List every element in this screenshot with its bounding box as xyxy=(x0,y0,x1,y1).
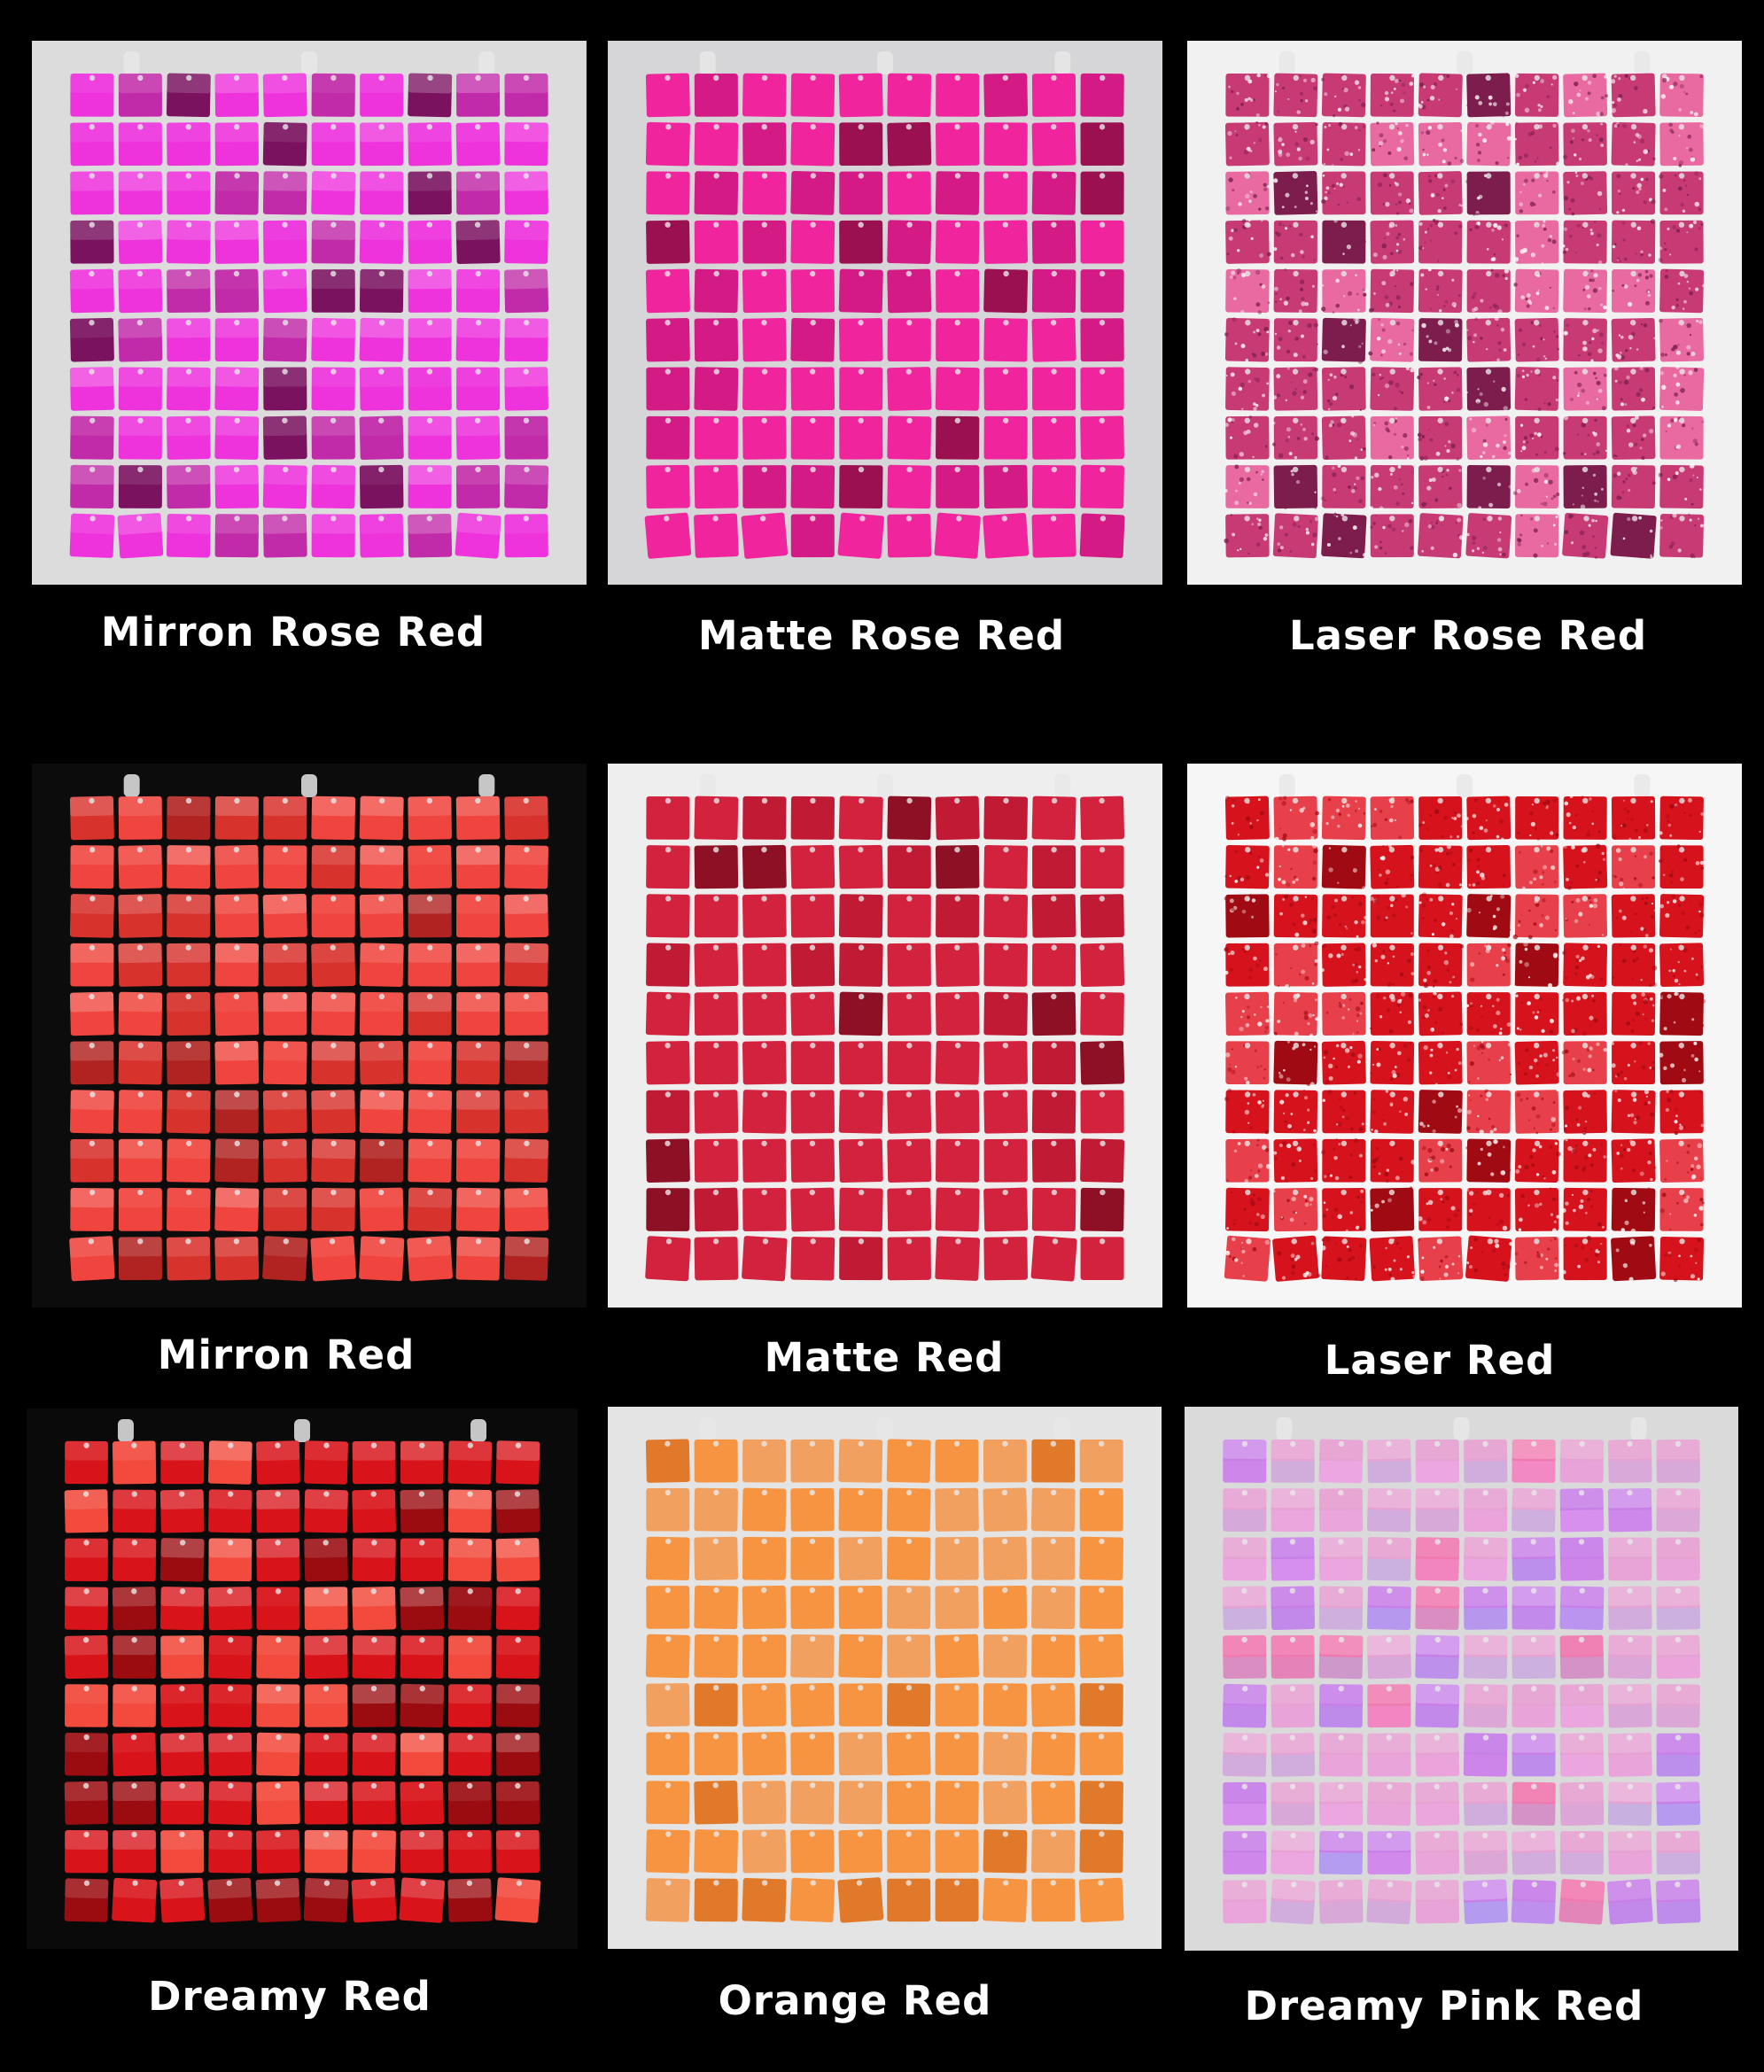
swatch-dreamy-pink-red xyxy=(1185,1407,1738,1951)
swatch-label-dreamy-red: Dreamy Red xyxy=(148,1973,431,2020)
sequin-panel xyxy=(1185,1407,1738,1951)
swatch-label-orange-red: Orange Red xyxy=(718,1977,992,2024)
sequin-panel xyxy=(32,764,587,1308)
swatch-label-mirron-rose-red: Mirron Rose Red xyxy=(100,609,486,656)
swatch-label-dreamy-pink-red: Dreamy Pink Red xyxy=(1244,1983,1644,2029)
sequin-panel xyxy=(1187,764,1742,1308)
swatch-orange-red xyxy=(608,1407,1162,1949)
swatch-label-mirron-red: Mirron Red xyxy=(157,1331,416,1378)
sequin-panel xyxy=(32,41,587,585)
swatch-mirron-red xyxy=(32,764,587,1308)
swatch-label-laser-rose-red: Laser Rose Red xyxy=(1288,612,1648,659)
sequin-panel xyxy=(608,764,1162,1308)
sequin-panel xyxy=(1187,41,1742,585)
sequin-panel xyxy=(27,1408,578,1949)
swatch-laser-rose-red xyxy=(1187,41,1742,585)
swatch-matte-rose-red xyxy=(608,41,1162,585)
sequin-panel xyxy=(608,1407,1162,1949)
sequin-panel xyxy=(608,41,1162,585)
swatch-laser-red xyxy=(1187,764,1742,1308)
swatch-label-matte-red: Matte Red xyxy=(764,1334,1005,1381)
swatch-matte-red xyxy=(608,764,1162,1308)
swatch-label-laser-red: Laser Red xyxy=(1324,1337,1556,1384)
swatch-dreamy-red xyxy=(27,1408,578,1949)
swatch-mirron-rose-red xyxy=(32,41,587,585)
swatch-label-matte-rose-red: Matte Rose Red xyxy=(697,612,1066,659)
